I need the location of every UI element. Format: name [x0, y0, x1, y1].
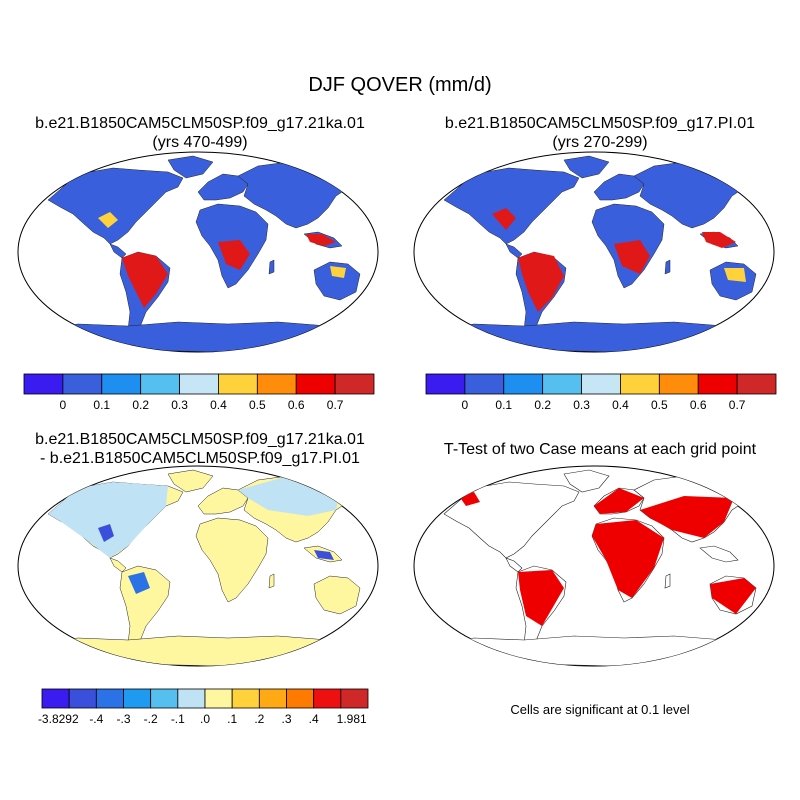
- colorbar-difference-swatch: [68, 688, 97, 709]
- colorbar-top-right-swatch: [620, 373, 660, 395]
- panel-2-title: b.e21.B1850CAM5CLM50SP.f09_g17.PI.01 (yr…: [400, 114, 800, 152]
- colorbar-difference-swatch: [123, 688, 152, 709]
- colorbar-difference-swatch: [313, 688, 342, 709]
- colorbar-top-right-swatch: [697, 373, 738, 395]
- panel-1-title: b.e21.B1850CAM5CLM50SP.f09_g17.21ka.01 (…: [0, 114, 400, 152]
- panel-4-map: [413, 465, 775, 667]
- colorbar-top-right-swatch: [464, 373, 505, 395]
- colorbar-top-left-swatch: [256, 373, 297, 395]
- colorbar-top-left-swatch: [101, 373, 142, 395]
- colorbar-top-right-tick-label: 0.7: [729, 398, 746, 412]
- panel-4-title-line1: T-Test of two Case means at each grid po…: [443, 441, 757, 458]
- colorbar-top-left-swatch: [295, 373, 336, 395]
- panel-4-land: [435, 469, 763, 666]
- colorbar-difference-tick-label: -3.8292: [38, 712, 79, 726]
- colorbar-top-left-tick-label: 0.1: [93, 398, 110, 412]
- colorbar-top-left-tick-label: 0.6: [288, 398, 305, 412]
- colorbar-difference-tick-label: .3: [281, 712, 291, 726]
- colorbar-top-right-tick-label: 0.2: [534, 398, 551, 412]
- colorbar-top-right-swatch: [542, 373, 582, 395]
- panel-2-land: [435, 155, 763, 352]
- colorbar-difference: -3.8292 -.4 -.3 -.2 -.1 .0 .1 .2 .3 .4 1.981: [38, 688, 369, 726]
- panel-4-title: T-Test of two Case means at each grid po…: [400, 440, 800, 459]
- colorbar-top-right-swatch: [736, 373, 777, 395]
- colorbar-top-left-swatch: [334, 373, 375, 395]
- colorbar-top-right-tick-label: 0.3: [573, 398, 590, 412]
- colorbar-difference-tick-label: .4: [309, 712, 319, 726]
- colorbar-top-left-tick-label: 0.3: [171, 398, 188, 412]
- colorbar-difference-tick-label: .1: [227, 712, 237, 726]
- panel-1-title-line2: (yrs 470-499): [152, 134, 248, 151]
- colorbar-difference-swatch: [204, 688, 233, 709]
- colorbar-difference-swatch: [150, 688, 179, 709]
- colorbar-top-right-swatch: [581, 373, 621, 395]
- colorbar-top-left-swatch: [218, 373, 258, 395]
- colorbar-top-left: 0 0.1 0.2 0.3 0.4 0.5 0.6 0.7: [23, 373, 375, 412]
- colorbar-top-right: 0 0.1 0.2 0.3 0.4 0.5 0.6 0.7: [425, 373, 777, 412]
- colorbar-top-left-tick-label: 0.4: [210, 398, 227, 412]
- colorbar-top-left-swatch: [62, 373, 103, 395]
- colorbar-difference-swatch: [95, 688, 124, 709]
- colorbar-top-left-tick-label: 0.7: [327, 398, 344, 412]
- colorbar-top-right-tick-label: 0.5: [651, 398, 668, 412]
- colorbar-difference-tick-label: 1.981: [337, 712, 367, 726]
- colorbar-top-left-tick-label: 0.2: [132, 398, 149, 412]
- colorbar-top-right-tick-label: 0.4: [612, 398, 629, 412]
- colorbar-difference-swatch: [258, 688, 287, 709]
- colorbar-difference-tick-label: .2: [254, 712, 264, 726]
- colorbar-difference-tick-label: -.4: [89, 712, 103, 726]
- colorbar-top-left-swatch: [23, 373, 64, 395]
- colorbar-top-right-swatch: [658, 373, 699, 395]
- colorbar-top-left-tick-label: 0: [60, 398, 67, 412]
- panel-2-map: [413, 151, 775, 353]
- colorbar-top-left-tick-label: 0.5: [249, 398, 266, 412]
- colorbar-top-left-swatch: [140, 373, 180, 395]
- panel-3-title-line2: - b.e21.B1850CAM5CLM50SP.f09_g17.PI.01: [40, 450, 360, 467]
- figure-title: DJF QOVER (mm/d): [308, 74, 492, 96]
- colorbar-difference-swatch: [286, 688, 315, 709]
- panel-3-title: b.e21.B1850CAM5CLM50SP.f09_g17.21ka.01 -…: [0, 430, 400, 468]
- panel-1-title-line1: b.e21.B1850CAM5CLM50SP.f09_g17.21ka.01: [35, 115, 365, 132]
- panel-3-title-line1: b.e21.B1850CAM5CLM50SP.f09_g17.21ka.01: [35, 431, 365, 448]
- colorbar-difference-tick-label: .0: [200, 712, 210, 726]
- colorbar-top-right-tick-label: 0.1: [495, 398, 512, 412]
- panel-1-land: [39, 155, 367, 352]
- colorbar-top-right-tick-label: 0.6: [690, 398, 707, 412]
- colorbar-top-right-swatch: [503, 373, 544, 395]
- colorbar-difference-swatch: [340, 688, 369, 709]
- panel-3-map: [17, 465, 379, 667]
- panel-2-title-line1: b.e21.B1850CAM5CLM50SP.f09_g17.PI.01: [444, 115, 756, 132]
- colorbar-difference-tick-label: -.1: [171, 712, 185, 726]
- panel-2-title-line2: (yrs 270-299): [552, 134, 648, 151]
- colorbar-difference-swatch: [177, 688, 206, 709]
- panel-4-significance-note: Cells are significant at 0.1 level: [510, 702, 690, 717]
- colorbar-top-right-tick-label: 0: [462, 398, 469, 412]
- colorbar-difference-tick-label: -.2: [144, 712, 158, 726]
- colorbar-difference-swatch: [41, 688, 70, 709]
- colorbar-difference-tick-label: -.3: [116, 712, 130, 726]
- panel-1-map: [17, 151, 379, 353]
- colorbar-difference-swatch: [231, 688, 260, 709]
- colorbar-top-right-swatch: [425, 373, 466, 395]
- colorbar-top-left-swatch: [179, 373, 219, 395]
